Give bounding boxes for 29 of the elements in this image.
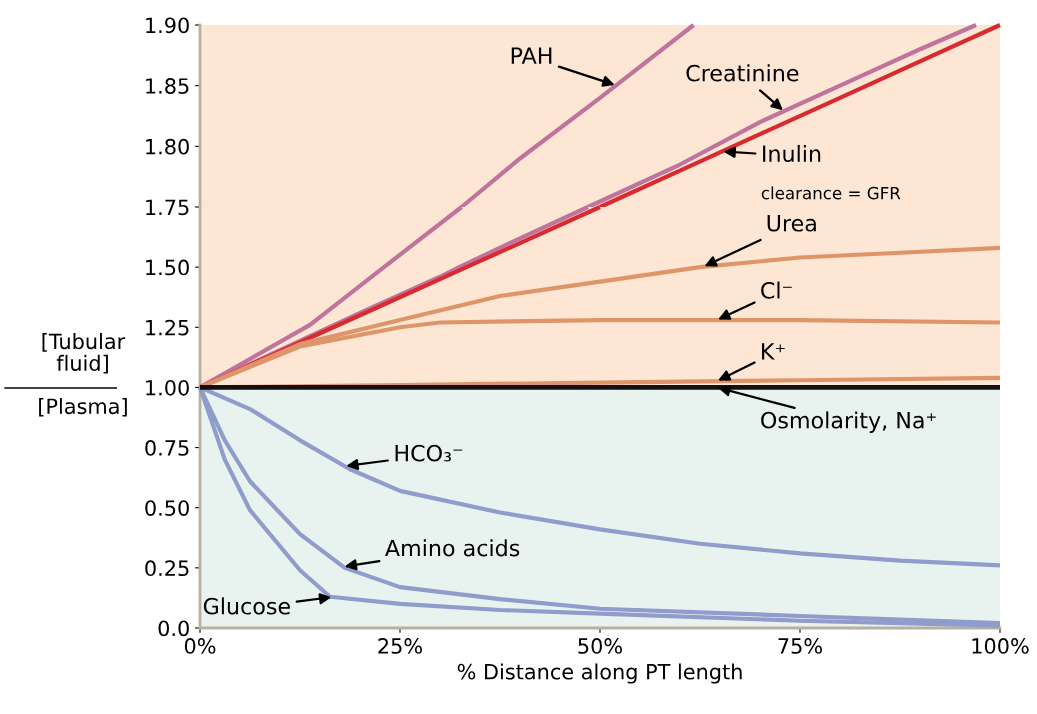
text: PAH — [511, 47, 552, 64]
series-label: Amino acids — [385, 539, 520, 557]
y-tick-label: 0.75 — [145, 440, 189, 456]
y-tick-label: 0.50 — [145, 500, 189, 516]
y-tick-label: 1.25 — [146, 319, 189, 336]
series-label: K⁺ — [762, 343, 785, 360]
y-tick-label: 1.80 — [146, 138, 189, 155]
series-label: Inulin — [763, 144, 821, 163]
y-tick-label: 1.50 — [146, 259, 189, 276]
series-label: HCO₃⁻ — [395, 444, 463, 462]
series-label: Urea — [767, 215, 816, 232]
x-tick-label: 50% — [578, 638, 622, 654]
x-tick-label: 100% — [972, 638, 1029, 654]
series-label: Glucose — [203, 597, 290, 615]
y-tick-label: 1.85 — [146, 78, 189, 94]
x-tick-label: 25% — [378, 638, 422, 654]
y-tick-label: 1.90 — [146, 17, 189, 34]
y-tick-label: 1.00 — [146, 379, 189, 396]
x-axis-title: % Distance along PT length — [457, 663, 742, 684]
y-tick-label: 0.0 — [158, 620, 189, 637]
y-tick-label: 1.75 — [146, 199, 189, 216]
y-axis-title: [Tubular fluid] [Plasma] — [39, 333, 127, 417]
x-tick-label: 75% — [778, 638, 822, 654]
series-label: Cl⁻ — [761, 281, 792, 299]
x-tick-label: 0% — [184, 638, 216, 654]
series-label: Osmolarity, Na⁺ — [761, 411, 936, 433]
y-tick-label: 0.25 — [145, 560, 189, 577]
series-label: Creatinine — [686, 64, 799, 82]
annotation: clearance = GFR — [761, 186, 901, 200]
